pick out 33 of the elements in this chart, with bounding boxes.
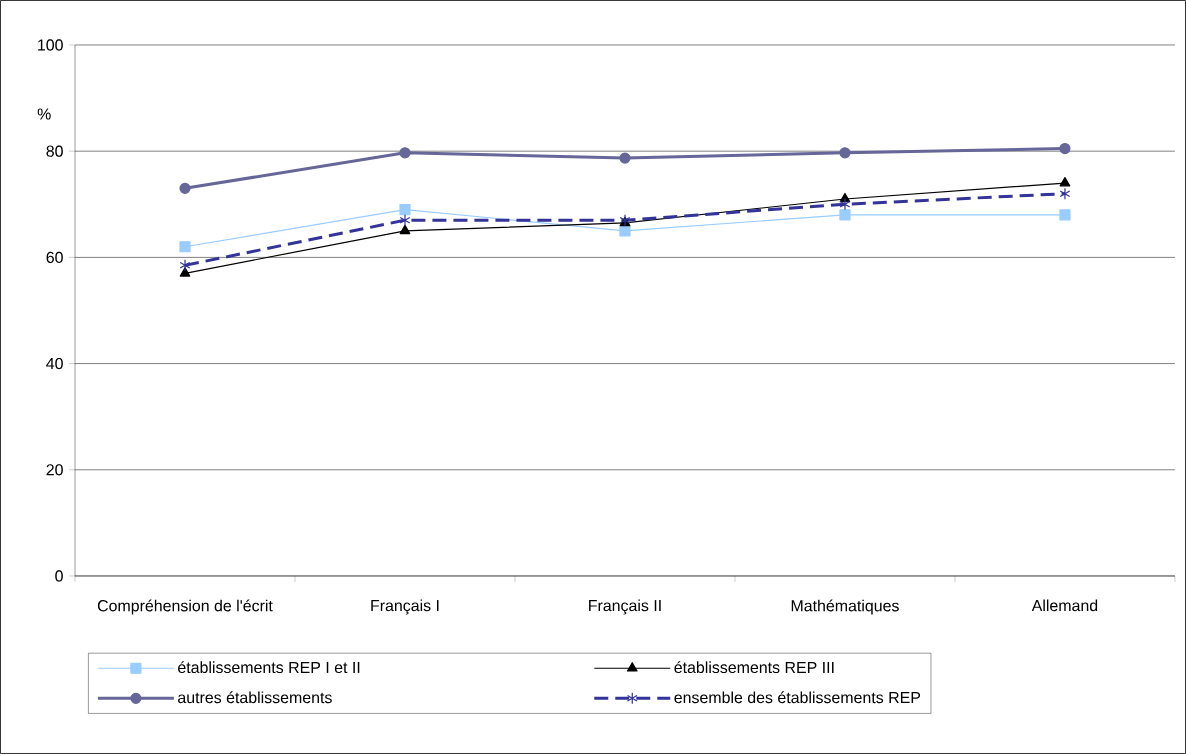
- y-tick-label: 60: [46, 251, 63, 264]
- legend-label: ensemble des établissements REP: [674, 691, 921, 704]
- legend-label: établissements REP III: [674, 661, 834, 674]
- point: [1059, 187, 1071, 200]
- x-tick-label: Mathématiques: [791, 599, 899, 615]
- point: [1059, 209, 1071, 221]
- x-tick-label: Compréhension de l'écrit: [97, 599, 273, 615]
- point: [619, 152, 631, 164]
- point: [399, 214, 411, 227]
- point: [1059, 176, 1071, 187]
- x-tick-label: Français I: [371, 599, 439, 615]
- point: [399, 147, 411, 159]
- y-tick-label: 80: [46, 145, 63, 157]
- point: [399, 224, 411, 235]
- y-axis-title: %: [37, 108, 51, 120]
- y-tick-label: 40: [46, 357, 63, 370]
- point: [839, 198, 851, 211]
- point: [839, 147, 851, 159]
- point: [619, 225, 631, 237]
- y-tick-label: 0: [55, 570, 63, 582]
- point: [179, 259, 191, 272]
- point: [839, 209, 851, 221]
- x-tick-label: Français II: [589, 599, 661, 615]
- legend-label: établissements REP I et II: [178, 661, 360, 674]
- point: [399, 203, 411, 216]
- point: [179, 241, 191, 253]
- point: [179, 182, 191, 194]
- point: [1059, 142, 1071, 155]
- legend-label: autres établissements: [178, 691, 332, 704]
- x-tick-label: Allemand: [1031, 599, 1098, 612]
- point: [179, 267, 191, 277]
- y-tick-label: 100: [38, 39, 63, 51]
- y-tick-label: 20: [46, 464, 63, 476]
